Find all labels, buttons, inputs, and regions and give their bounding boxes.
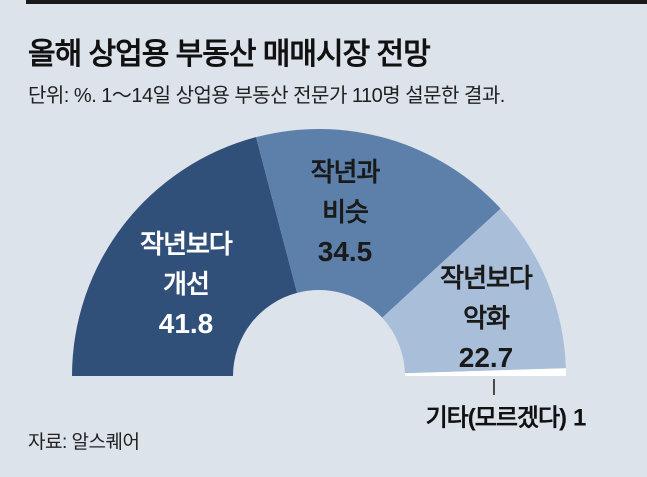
- segment-label-improve: 작년보다 개선 41.8: [140, 224, 233, 344]
- segment-value: 1: [573, 404, 587, 432]
- chart-subtitle: 단위: %. 1～14일 상업용 부동산 전문가 110명 설문한 결과.: [28, 85, 505, 107]
- segment-label-similar: 작년과 비슷 34.5: [310, 152, 381, 272]
- donut-segment-2: [382, 208, 566, 374]
- donut-segment-0: [72, 137, 298, 376]
- top-rule: [26, 0, 647, 4]
- segment-label-worse: 작년보다 악화 22.7: [440, 258, 533, 378]
- donut-segment-3: [404, 368, 566, 376]
- segment-label-line: 비슷: [322, 197, 369, 227]
- segment-label-line: 작년과: [310, 157, 381, 187]
- segment-label-line: 개선: [163, 269, 210, 299]
- segment-value: 41.8: [158, 308, 214, 339]
- segment-value: 22.7: [458, 342, 514, 373]
- segment-label-etc: 기타(모르겠다) 1: [426, 398, 587, 433]
- segment-label-line: 작년보다: [140, 229, 233, 259]
- etc-leader-line: [493, 379, 495, 395]
- segment-value: 34.5: [317, 236, 373, 267]
- source-credit: 자료: 알스퀘어: [28, 432, 140, 453]
- segment-label-line: 악화: [463, 303, 510, 333]
- chart-title: 올해 상업용 부동산 매매시장 전망: [28, 38, 431, 71]
- segment-label-line: 작년보다: [440, 263, 533, 293]
- segment-label-line: 기타(모르겠다): [425, 404, 567, 432]
- donut-segment-1: [256, 128, 501, 318]
